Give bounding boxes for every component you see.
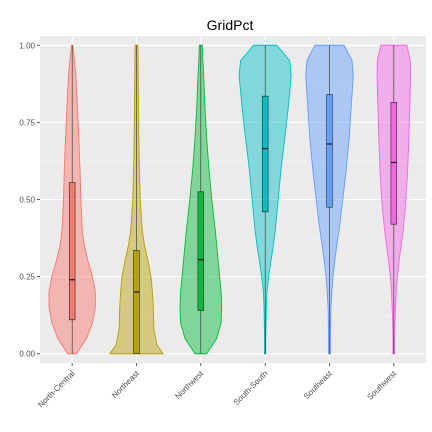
x-axis: North-Central Northeast Northwest South-Sou… <box>36 363 399 409</box>
violins <box>48 44 412 355</box>
violin-south-south <box>238 44 292 355</box>
box <box>68 182 76 321</box>
box <box>261 95 269 213</box>
box <box>326 94 333 208</box>
y-tick-label: 1.00 <box>19 41 35 50</box>
y-tick-label: 0.00 <box>19 350 35 359</box>
box <box>133 250 140 355</box>
x-tick-label: Northwest <box>173 369 205 401</box>
violin-north-central <box>48 44 96 355</box>
x-tick-label: Southeast <box>302 369 334 401</box>
x-tick-label: South-South <box>232 369 270 407</box>
x-tick-label: Northeast <box>110 369 141 400</box>
chart-title: GridPct <box>207 17 254 33</box>
y-tick-label: 0.25 <box>19 273 35 282</box>
y-tick-label: 0.75 <box>19 118 35 127</box>
box <box>390 102 398 225</box>
violin-northwest <box>179 44 223 355</box>
violin-southwest <box>376 44 412 355</box>
x-tick-label: Southwest <box>365 369 398 402</box>
violin-southeast <box>305 44 354 355</box>
box <box>197 191 205 311</box>
x-tick-label: North-Central <box>36 369 76 409</box>
violin-northeast <box>109 44 164 355</box>
y-axis: 0.00 0.25 0.50 0.75 1.00 <box>19 41 40 359</box>
y-tick-label: 0.50 <box>19 196 35 205</box>
